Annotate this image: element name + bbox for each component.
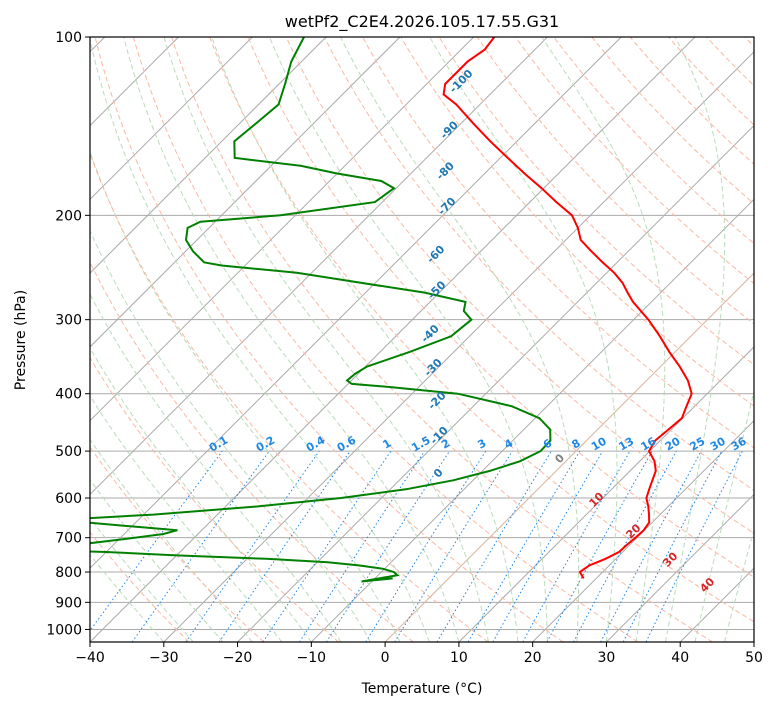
y-tick-label: 900 [55, 595, 82, 611]
x-tick-label: 30 [598, 650, 616, 666]
y-tick-label: 800 [55, 565, 82, 581]
x-tick-label: −40 [75, 650, 105, 666]
x-tick-label: 40 [671, 650, 689, 666]
y-tick-label: 100 [55, 30, 82, 46]
x-tick-label: −30 [149, 650, 179, 666]
y-tick-label: 600 [55, 491, 82, 507]
x-tick-label: −20 [223, 650, 253, 666]
y-tick-label: 700 [55, 531, 82, 547]
x-tick-label: 0 [381, 650, 390, 666]
x-tick-label: 10 [450, 650, 468, 666]
y-tick-label: 300 [55, 313, 82, 329]
y-tick-label: 200 [55, 208, 82, 224]
y-tick-label: 1000 [46, 622, 82, 638]
chart-title: wetPf2_C2E4.2026.105.17.55.G31 [285, 12, 559, 32]
x-tick-label: 20 [524, 650, 542, 666]
x-tick-label: 50 [745, 650, 763, 666]
y-tick-label: 500 [55, 444, 82, 460]
y-tick-label: 400 [55, 387, 82, 403]
y-axis-label: Pressure (hPa) [13, 290, 29, 390]
x-axis-label: Temperature (°C) [361, 681, 483, 697]
x-tick-label: −10 [297, 650, 327, 666]
